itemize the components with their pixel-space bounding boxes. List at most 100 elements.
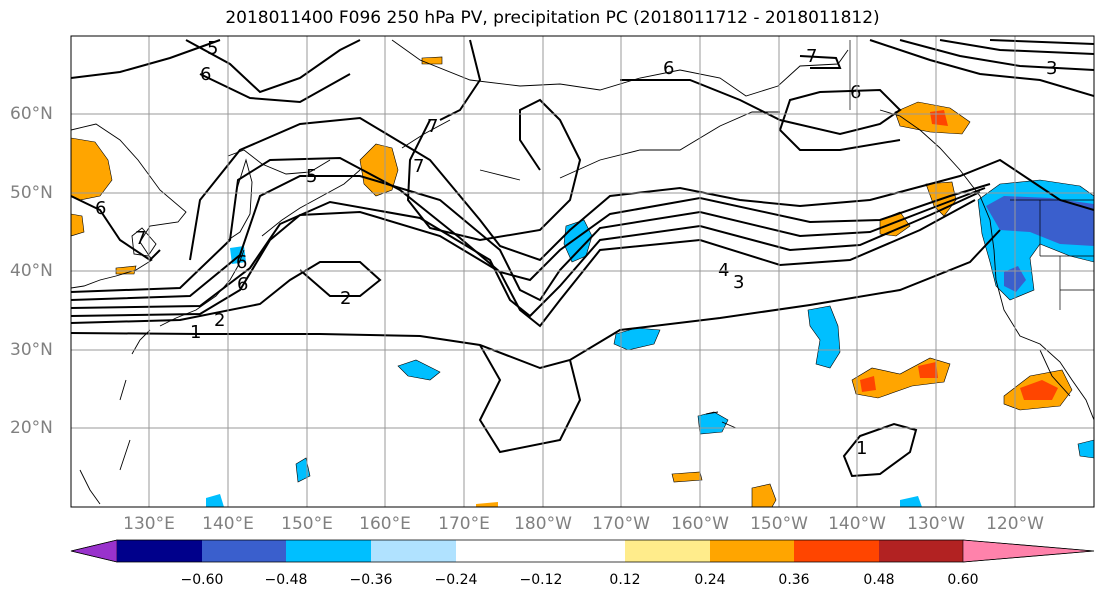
border-us-canada-alaska [849,40,1094,201]
coastline-japan [79,249,245,505]
colorbar-tick-label: −0.24 [434,572,478,588]
precip-area [900,496,922,507]
precip-area [807,305,841,369]
pv-contour-3 [71,199,976,328]
precip-area [206,494,224,507]
colorbar-tick-label: 0.60 [947,572,979,588]
contour-label: 1 [190,322,201,343]
colorbar-tick-label: 0.12 [609,572,641,588]
gridlines [71,36,1094,507]
colorbar-segment [710,540,794,562]
lon-label: 170°W [592,514,650,534]
lon-label: 150°W [750,514,808,534]
lon-label: 130°E [123,514,175,534]
coastline-hawaii [705,411,737,429]
lon-label: 140°W [828,514,886,534]
contour-label: 5 [207,38,218,59]
colorbar-extend-left [70,539,118,563]
borders [849,40,1094,310]
precip-shading [71,56,1094,507]
map-frame [70,35,1095,508]
precip-area [918,362,938,378]
precip-area [860,376,876,392]
colorbar-extend-right [962,539,1095,563]
colorbar-tick-label: −0.12 [519,572,563,588]
contour-label: 5 [306,166,317,187]
coastline-baja [1039,349,1071,397]
contour-label: 7 [806,46,817,67]
coastline-aleutians [401,111,780,181]
precip-area [421,56,443,65]
pv-contour-hook [478,344,582,454]
pv-contour-2 [71,261,382,324]
colorbar [70,539,1095,563]
contour-label: 6 [236,252,247,273]
precip-area [1020,380,1058,400]
colorbar-tick-label: 0.36 [778,572,810,588]
lon-label: 180°W [514,514,572,534]
contour-labels: 5 6 6 6 7 7 7 6 5 6 7 2 2 1 6 4 3 3 1 [95,38,1057,459]
colorbar-tick-label: 0.24 [694,572,726,588]
contour-label: 6 [200,64,211,85]
lat-label: 50°N [10,183,53,203]
contour-label: 7 [427,116,438,137]
precip-area [671,471,703,483]
pv-contour-north-6 [199,73,351,104]
lon-label: 140°E [202,514,254,534]
colorbar-segment [117,540,202,562]
colorbar-segment [202,540,286,562]
pv-contour-6 [71,156,991,293]
contour-label: 7 [135,228,146,249]
colorbar-tick-label: −0.36 [349,572,393,588]
precip-negative-areas [206,179,1094,507]
contour-label: 6 [237,274,248,295]
lat-label: 30°N [10,340,53,360]
colorbar-segment [879,540,963,562]
contour-label: 7 [413,156,424,177]
coastline-na-west [879,109,1094,421]
lon-label: 120°W [986,514,1044,534]
pv-contour-7 [189,116,1094,262]
coastline-asia [71,123,187,289]
pv-contour-bering [406,98,582,242]
precip-area [71,213,85,237]
coastline-alaska [391,39,849,97]
pv-contours [71,39,1094,478]
coastline-sakhalin-kuril [227,158,361,241]
border-us-states [1039,200,1094,310]
colorbar-segment [541,540,625,562]
precip-area [1077,439,1094,459]
contour-label: 6 [95,198,106,219]
map-title: 2018011400 F096 250 hPa PV, precipitatio… [225,8,880,28]
precip-area [115,265,137,275]
precip-area [359,143,399,197]
colorbar-tick-label: −0.60 [180,572,224,588]
coastline-korea [131,227,157,257]
lat-label: 20°N [10,418,53,438]
colorbar-segment [456,540,541,562]
contour-label: 6 [850,82,861,103]
colorbar-segment [371,540,456,562]
contour-label: 3 [1046,58,1057,79]
lat-label: 60°N [10,104,53,124]
contour-label: 6 [663,58,674,79]
pv-contour-5 [71,175,986,302]
colorbar-tick-label: −0.48 [264,572,308,588]
contour-label: 3 [733,272,744,293]
colorbar-outline [70,539,1095,563]
precip-area [295,457,311,483]
lon-label: 160°E [359,514,411,534]
contour-label: 1 [856,438,867,459]
pv-contour-ne [620,79,902,151]
colorbar-segment [625,540,710,562]
contour-label: 2 [214,310,225,331]
pv-contour-1-closed [842,422,918,478]
colorbar-segment [794,540,879,562]
lon-label: 130°W [907,514,965,534]
pv-contour-outer-north [71,39,482,121]
precip-area [71,137,113,201]
lon-label: 170°E [438,514,490,534]
pv-contour-small-loop [799,55,842,69]
precip-area [476,502,498,507]
